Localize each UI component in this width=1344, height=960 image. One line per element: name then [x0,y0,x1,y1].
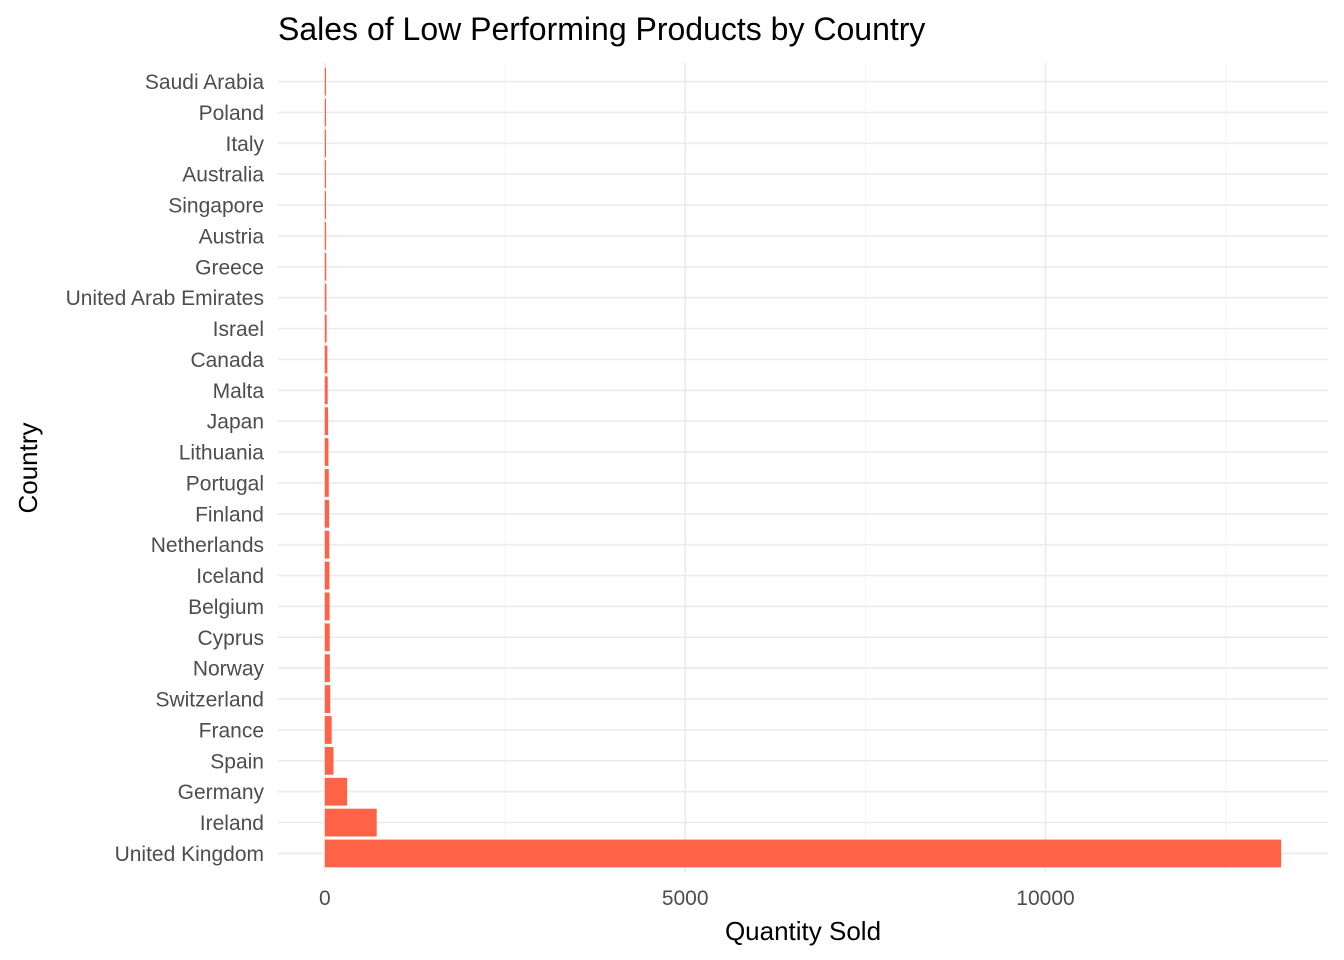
bar-netherlands [324,530,330,559]
bar-singapore [324,191,327,219]
y-tick-label: Canada [190,349,264,372]
y-tick-label: Finland [195,503,264,526]
y-tick-labels: United Kingdom Ireland Germany Spain France S… [66,71,265,866]
y-tick-label: Germany [178,781,265,804]
y-tick-label: Spain [210,750,264,773]
x-tick-labels: 0 5000 10000 [319,887,1075,910]
y-tick-label: Poland [199,102,264,125]
y-tick-label: Australia [182,164,264,187]
bar-belgium [324,592,330,621]
y-tick-label: Austria [199,225,265,248]
y-tick-label: Saudi Arabia [145,71,264,94]
y-axis-title: Country [13,422,43,513]
bar-ireland [324,808,377,837]
x-tick-label: 10000 [1016,887,1074,910]
bar-finland [324,499,330,528]
bar-canada [324,345,328,374]
bar-united-arab-emirates [324,283,327,312]
y-tick-label: United Kingdom [115,843,264,866]
y-tick-label: Malta [213,380,265,403]
bar-malta [324,376,328,405]
x-tick-label: 0 [319,887,331,910]
y-tick-label: Israel [213,318,264,341]
grid-layer [278,63,1328,872]
y-tick-label: Greece [195,256,264,279]
bar-iceland [324,561,330,590]
bar-layer [324,67,1282,868]
bar-switzerland [324,685,331,713]
bar-lithuania [324,438,329,466]
y-tick-label: Lithuania [179,442,265,465]
bar-portugal [324,469,329,497]
bar-saudi-arabia [324,67,327,96]
y-tick-label: Japan [207,411,264,434]
bar-spain [324,746,334,775]
bar-cyprus [324,623,330,652]
y-tick-label: Netherlands [151,534,264,557]
y-tick-label: Portugal [186,472,264,495]
bar-france [324,716,332,744]
x-tick-label: 5000 [662,887,709,910]
y-tick-label: Ireland [200,812,264,835]
x-axis-title: Quantity Sold [725,916,881,946]
chart-title: Sales of Low Performing Products by Coun… [278,11,925,47]
bar-greece [324,252,327,281]
bar-israel [324,314,327,343]
y-tick-label: Norway [193,658,265,681]
y-tick-label: Iceland [196,565,264,588]
y-tick-label: Cyprus [197,627,264,650]
bar-italy [324,129,327,158]
y-tick-label: France [199,719,264,742]
y-tick-label: Belgium [188,596,264,619]
bar-japan [324,407,329,436]
bar-austria [324,222,327,250]
y-tick-label: Singapore [168,195,264,218]
y-tick-label: Italy [225,133,264,156]
y-tick-label: United Arab Emirates [66,287,264,310]
bar-poland [324,98,327,127]
y-tick-label: Switzerland [155,689,264,712]
bar-australia [324,160,327,189]
bar-germany [324,777,348,806]
bar-norway [324,654,330,683]
bar-united-kingdom [324,839,1282,868]
